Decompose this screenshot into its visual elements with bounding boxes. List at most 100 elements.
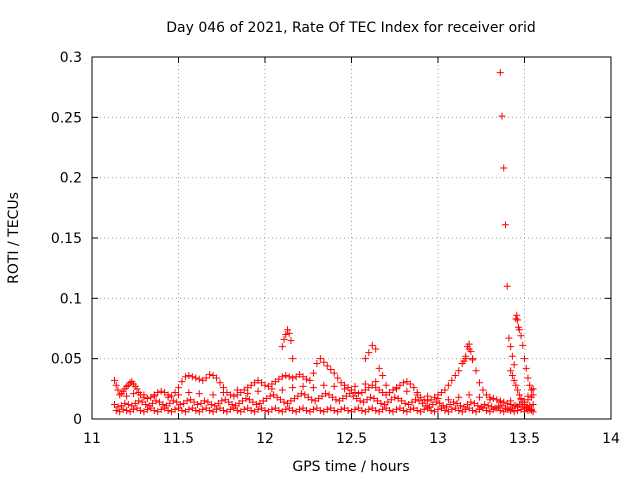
data-point (178, 407, 186, 415)
data-point (175, 384, 182, 392)
data-point (386, 407, 394, 415)
data-point (406, 405, 414, 413)
data-point (489, 405, 497, 413)
data-point (444, 396, 452, 404)
data-point (451, 372, 459, 380)
y-tick-label: 0.1 (60, 291, 82, 307)
data-point (444, 381, 452, 389)
data-point (420, 405, 428, 413)
data-point (512, 381, 520, 389)
data-point (202, 374, 210, 382)
data-point (375, 364, 383, 372)
data-point (413, 391, 421, 399)
data-point (424, 392, 432, 400)
data-point (195, 375, 203, 383)
data-point (299, 382, 307, 390)
data-point (522, 364, 530, 372)
x-axis-label: GPS time / hours (292, 459, 409, 475)
data-point (297, 390, 305, 398)
data-point (130, 390, 138, 398)
data-point (529, 385, 537, 393)
data-point (505, 334, 513, 342)
data-point (514, 407, 522, 415)
data-point (226, 391, 234, 399)
data-point (130, 405, 138, 413)
data-point (501, 221, 509, 229)
data-point (529, 391, 537, 399)
data-point (200, 397, 208, 405)
data-point (112, 407, 120, 415)
data-point (206, 370, 214, 378)
data-point (157, 387, 165, 395)
y-axis-label: ROTI / TECUs (6, 192, 22, 284)
data-point (289, 407, 297, 415)
data-point (213, 374, 221, 382)
x-tick-label: 14 (602, 431, 620, 447)
data-point (252, 401, 260, 409)
data-point (529, 401, 537, 409)
data-point (460, 357, 468, 365)
x-tick-label: 13 (429, 431, 447, 447)
data-point (456, 402, 464, 410)
data-point (455, 367, 463, 375)
data-point (519, 341, 527, 349)
data-point (159, 401, 167, 409)
data-point (226, 405, 234, 413)
data-point (254, 405, 262, 413)
data-point (330, 382, 338, 390)
data-point (152, 397, 160, 405)
data-point (185, 388, 193, 396)
data-point (474, 402, 482, 410)
data-point (372, 407, 380, 415)
data-point (448, 376, 456, 384)
data-point (512, 315, 520, 323)
data-point (514, 316, 522, 324)
data-point (194, 401, 202, 409)
data-point (432, 398, 440, 406)
data-point (372, 345, 380, 353)
data-point (413, 407, 421, 415)
data-point (391, 393, 399, 401)
data-point (316, 355, 324, 363)
data-point (123, 382, 131, 390)
data-point (168, 392, 176, 400)
data-point (150, 392, 158, 400)
data-point (283, 326, 291, 334)
data-point (482, 407, 490, 415)
data-point (233, 407, 241, 415)
data-point (309, 369, 317, 377)
data-point (254, 387, 262, 395)
data-point (192, 407, 200, 415)
data-point (228, 401, 236, 409)
data-point (164, 393, 172, 401)
data-point (503, 282, 511, 290)
data-point (434, 405, 442, 413)
data-point (507, 397, 515, 405)
data-point (479, 386, 487, 394)
ticks-layer: 11 11.5 12 12.5 13 13.5 14 0 0.05 0.1 0.15 0.2 0.25 0… (51, 50, 620, 447)
data-point (351, 388, 359, 396)
data-points-layer (110, 69, 537, 416)
y-tick-label: 0 (73, 412, 82, 428)
data-point (410, 384, 418, 392)
data-point (337, 405, 345, 413)
data-point (242, 394, 250, 402)
data-point (510, 408, 518, 416)
data-point (469, 356, 477, 364)
data-point (361, 355, 369, 363)
data-point (121, 399, 129, 407)
data-point (282, 405, 290, 413)
data-point (282, 331, 290, 339)
data-point (216, 379, 224, 387)
data-point (503, 405, 511, 413)
data-point (114, 386, 122, 394)
data-point (112, 381, 120, 389)
data-point (399, 407, 407, 415)
data-point (465, 340, 473, 348)
data-point (280, 335, 288, 343)
data-point (268, 385, 276, 393)
data-point (213, 405, 221, 413)
data-point (119, 405, 127, 413)
data-point (135, 397, 143, 405)
